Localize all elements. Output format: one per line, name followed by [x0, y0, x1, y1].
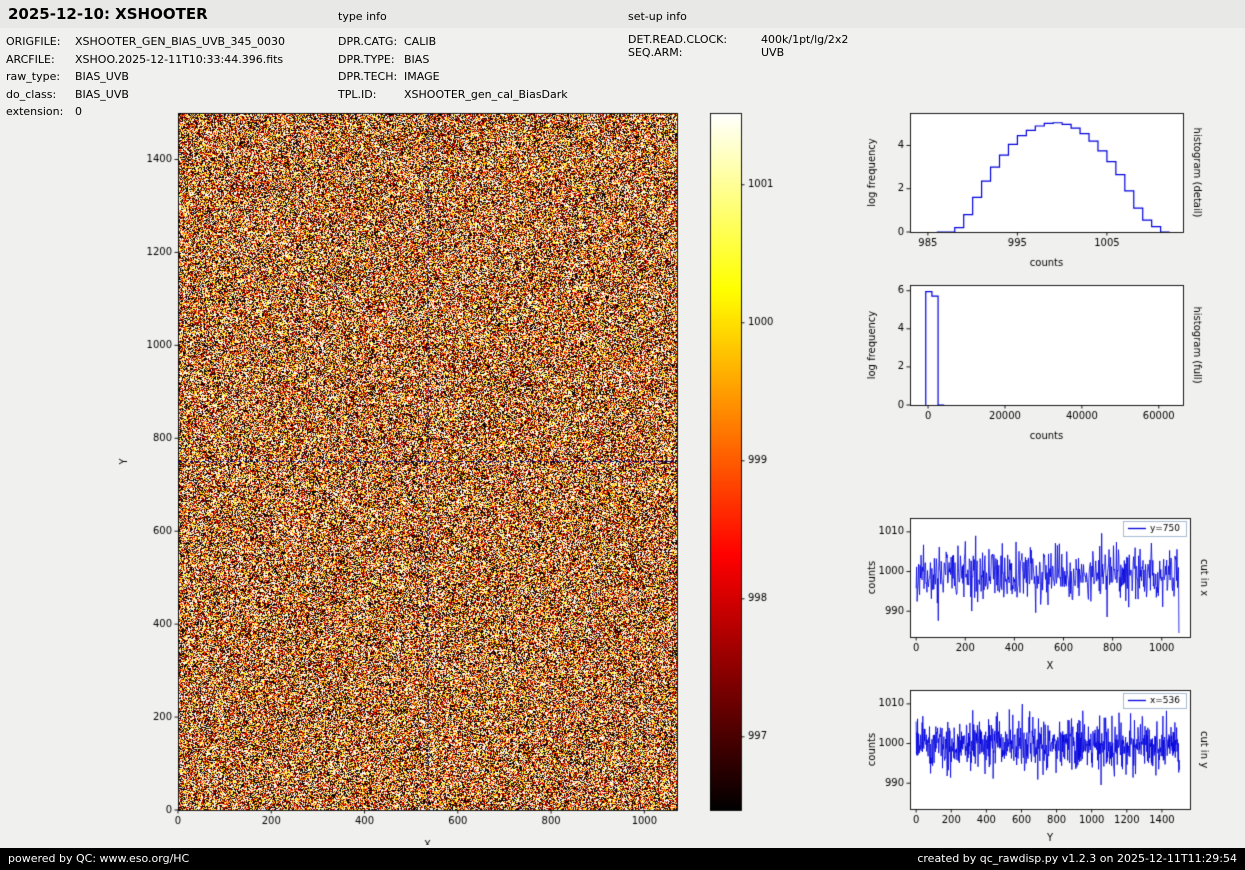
created-by-text: created by qc_rawdisp.py v1.2.3 on 2025-… [917, 852, 1237, 865]
type-info-heading: type info [338, 10, 387, 23]
origfile-value: XSHOOTER_GEN_BIAS_UVB_345_0030 [75, 33, 285, 51]
extension-value: 0 [75, 103, 82, 121]
seq-arm-label: SEQ.ARM: [628, 46, 761, 59]
type-info-row: DPR.CATG:CALIB [338, 33, 568, 51]
footer-bar: powered by QC: www.eso.org/HC created by… [0, 848, 1245, 870]
dpr-catg-value: CALIB [404, 33, 436, 51]
type-info-row: DPR.TYPE:BIAS [338, 51, 568, 69]
file-info-row: ARCFILE:XSHOO.2025-12-11T10:33:44.396.fi… [6, 51, 285, 69]
qc-link[interactable]: powered by QC: www.eso.org/HC [8, 852, 189, 865]
file-info-row: ORIGFILE:XSHOOTER_GEN_BIAS_UVB_345_0030 [6, 33, 285, 51]
qc-report-page: 2025-12-10: XSHOOTER type info set-up in… [0, 0, 1245, 870]
setup-info-block: DET.READ.CLOCK:400k/1pt/lg/2x2 SEQ.ARM:U… [628, 33, 848, 59]
setup-info-row: SEQ.ARM:UVB [628, 46, 848, 59]
dpr-type-label: DPR.TYPE: [338, 51, 404, 69]
read-clock-label: DET.READ.CLOCK: [628, 33, 761, 46]
dpr-tech-label: DPR.TECH: [338, 68, 404, 86]
do-class-label: do_class: [6, 86, 75, 104]
arcfile-value: XSHOO.2025-12-11T10:33:44.396.fits [75, 51, 283, 69]
type-info-row: DPR.TECH:IMAGE [338, 68, 568, 86]
setup-info-heading: set-up info [628, 10, 687, 23]
extension-label: extension: [6, 103, 75, 121]
raw-type-value: BIAS_UVB [75, 68, 129, 86]
type-info-block: DPR.CATG:CALIB DPR.TYPE:BIAS DPR.TECH:IM… [338, 33, 568, 103]
page-title: 2025-12-10: XSHOOTER [8, 5, 208, 23]
histogram-full-plot [850, 272, 1220, 447]
title-bar: 2025-12-10: XSHOOTER type info set-up in… [0, 0, 1245, 28]
setup-info-row: DET.READ.CLOCK:400k/1pt/lg/2x2 [628, 33, 848, 46]
cut-in-x-plot [850, 505, 1235, 677]
seq-arm-value: UVB [761, 46, 784, 59]
origfile-label: ORIGFILE: [6, 33, 75, 51]
cut-in-y-plot [850, 677, 1235, 849]
dpr-catg-label: DPR.CATG: [338, 33, 404, 51]
dpr-type-value: BIAS [404, 51, 429, 69]
read-clock-value: 400k/1pt/lg/2x2 [761, 33, 848, 46]
file-info-row: raw_type:BIAS_UVB [6, 68, 285, 86]
histogram-detail-plot [850, 100, 1220, 280]
dpr-tech-value: IMAGE [404, 68, 440, 86]
raw-type-label: raw_type: [6, 68, 75, 86]
bias-image-plot [100, 95, 780, 845]
arcfile-label: ARCFILE: [6, 51, 75, 69]
